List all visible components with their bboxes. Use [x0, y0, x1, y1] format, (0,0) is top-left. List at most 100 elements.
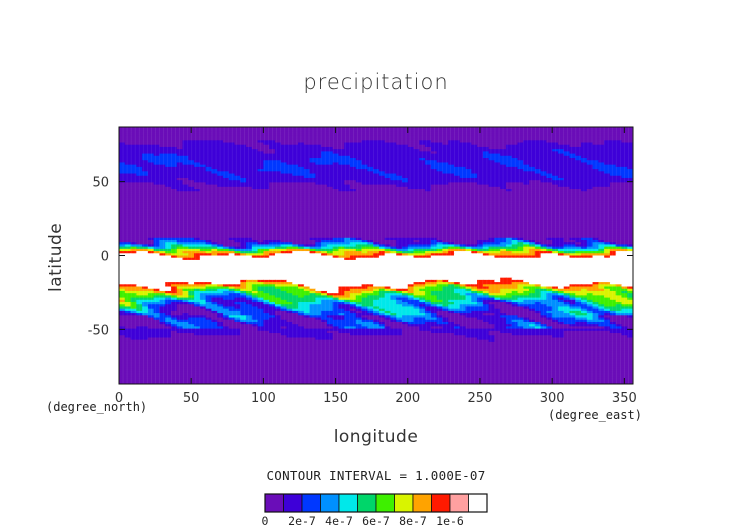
field-cell [477, 248, 484, 252]
field-cell [430, 160, 438, 164]
field-cell [581, 151, 588, 155]
field-cell [557, 171, 565, 175]
field-cell [615, 191, 623, 195]
field-cell [246, 158, 253, 161]
field-cell [332, 213, 340, 217]
field-cell [355, 180, 363, 183]
field-cell [598, 135, 605, 139]
field-cell [592, 200, 599, 203]
field-cell [627, 173, 633, 177]
field-cell [494, 231, 501, 234]
field-cell [159, 164, 166, 168]
field-cell [401, 151, 409, 155]
field-cell [557, 166, 565, 170]
field-cell [546, 206, 553, 210]
field-cell [159, 151, 166, 155]
field-cell [552, 226, 559, 230]
field-cell [119, 149, 126, 152]
field-cell [124, 228, 132, 232]
field-cell [471, 146, 478, 150]
field-cell [176, 237, 184, 241]
field-cell [292, 228, 299, 232]
field-cell [621, 193, 628, 197]
field-cell [170, 246, 178, 250]
field-cell [367, 129, 374, 133]
field-cell [609, 158, 617, 161]
field-cell [627, 239, 633, 243]
field-cell [124, 224, 132, 228]
field-cell [298, 248, 305, 252]
field-cell [147, 191, 155, 195]
field-cell [384, 133, 392, 137]
field-cell [604, 177, 611, 181]
field-cell [280, 133, 288, 137]
field-cell [494, 208, 501, 212]
field-cell [274, 224, 282, 228]
field-cell [442, 160, 449, 164]
field-cell [523, 217, 530, 221]
field-cell [425, 242, 432, 246]
field-cell [263, 129, 270, 133]
field-cell [263, 186, 270, 190]
field-cell [598, 158, 605, 161]
field-cell [338, 173, 345, 177]
field-cell [511, 202, 519, 206]
field-cell [136, 166, 143, 170]
field-cell [194, 244, 201, 248]
field-cell [309, 189, 316, 192]
field-cell [609, 208, 617, 212]
field-cell [546, 213, 553, 217]
field-cell [303, 160, 311, 164]
field-cell [407, 129, 415, 133]
field-cell [338, 160, 345, 164]
field-cell [529, 224, 536, 228]
field-cell [448, 142, 455, 146]
field-cell [430, 224, 438, 228]
field-cell [419, 208, 426, 212]
field-cell [390, 235, 397, 239]
field-cell [448, 217, 455, 221]
field-cell [407, 202, 415, 206]
field-cell [188, 193, 195, 197]
field-cell [563, 149, 571, 152]
field-cell [390, 208, 397, 212]
field-cell [280, 155, 288, 159]
field-cell [344, 146, 351, 150]
field-cell [396, 239, 403, 243]
field-cell [453, 195, 461, 199]
field-cell [217, 244, 224, 248]
field-cell [494, 169, 501, 172]
field-cell [136, 149, 143, 152]
field-cell [367, 215, 374, 219]
field-cell [303, 239, 311, 243]
field-cell [228, 140, 236, 144]
field-cell [592, 226, 599, 230]
field-cell [598, 175, 605, 179]
field-cell [321, 153, 328, 157]
field-cell [315, 140, 322, 144]
field-cell [165, 215, 172, 219]
field-cell [546, 144, 553, 148]
field-cell [199, 239, 207, 243]
field-cell [425, 204, 432, 208]
field-cell [592, 215, 599, 219]
field-cell [552, 149, 559, 152]
field-cell [217, 239, 224, 243]
field-cell [604, 127, 611, 130]
field-cell [344, 138, 351, 141]
field-cell [604, 246, 611, 250]
field-cell [459, 160, 467, 164]
field-cell [552, 206, 559, 210]
field-cell [355, 213, 363, 217]
field-cell [136, 158, 143, 161]
field-cell [286, 173, 293, 177]
field-cell [309, 173, 316, 177]
field-cell [390, 131, 397, 135]
field-cell [569, 213, 576, 217]
field-cell [361, 233, 368, 237]
field-cell [124, 133, 132, 137]
field-cell [130, 189, 137, 192]
field-cell [217, 200, 224, 203]
field-cell [205, 171, 213, 175]
field-cell [413, 158, 420, 161]
